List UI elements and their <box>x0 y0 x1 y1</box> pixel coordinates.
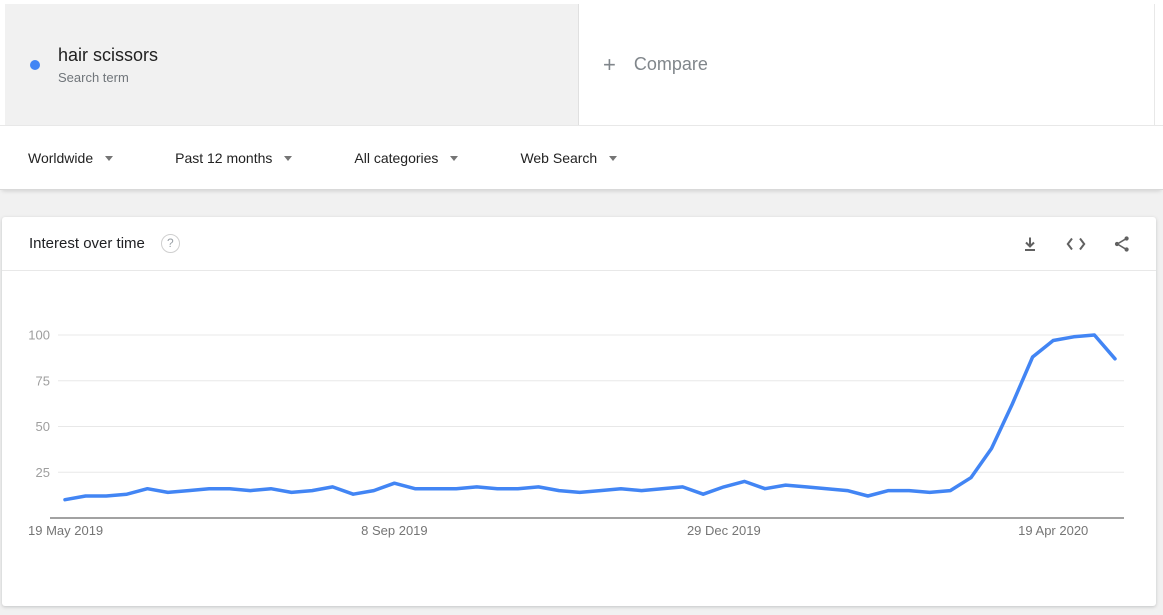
help-icon[interactable]: ? <box>160 234 180 253</box>
filter-category-dropdown[interactable]: All categories <box>354 150 459 166</box>
chart-area: 25 50 75 100 19 May 2019 8 Sep 2019 29 Dec 201… <box>2 271 1156 611</box>
term-card-hair-scissors[interactable]: hair scissors Search term <box>5 4 578 125</box>
search-terms-row: hair scissors Search term + Compare <box>0 0 1163 126</box>
y-axis-label: 25 <box>36 465 50 480</box>
x-axis-label: 8 Sep 2019 <box>361 523 428 538</box>
chevron-down-icon <box>284 156 293 161</box>
filter-time-range-dropdown[interactable]: Past 12 months <box>175 150 293 166</box>
y-axis-label: 50 <box>36 419 50 434</box>
filter-search-type-dropdown[interactable]: Web Search <box>520 150 618 166</box>
add-comparison-button[interactable]: + Compare <box>578 4 1155 125</box>
x-axis-label: 19 Apr 2020 <box>1018 523 1088 538</box>
y-axis-label: 75 <box>36 373 50 388</box>
term-type-label: Search term <box>58 70 129 85</box>
term-color-dot-icon <box>30 59 40 70</box>
filter-bar: Worldwide Past 12 months All categories … <box>0 126 1163 190</box>
download-icon[interactable] <box>1020 234 1040 254</box>
share-icon[interactable] <box>1112 234 1132 254</box>
compare-label: Compare <box>633 54 708 74</box>
trend-line-hair-scissors <box>63 333 1117 502</box>
x-axis-label: 29 Dec 2019 <box>687 523 761 538</box>
interest-over-time-widget: Interest over time ? <box>2 217 1156 606</box>
widget-header: Interest over time ? <box>2 217 1156 271</box>
plus-icon: + <box>603 51 616 77</box>
chevron-down-icon <box>609 156 618 161</box>
y-axis-label: 100 <box>28 328 50 343</box>
term-label: hair scissors <box>58 45 159 65</box>
embed-icon[interactable] <box>1066 234 1086 254</box>
interest-over-time-chart[interactable]: 25 50 75 100 19 May 2019 8 Sep 2019 29 Dec 201… <box>2 271 1156 606</box>
chevron-down-icon <box>450 156 459 161</box>
filter-region-dropdown[interactable]: Worldwide <box>28 150 114 166</box>
x-axis-label: 19 May 2019 <box>28 523 103 538</box>
widget-title: Interest over time <box>29 235 145 252</box>
page-background: Interest over time ? <box>0 190 1163 615</box>
chevron-down-icon <box>105 156 114 161</box>
